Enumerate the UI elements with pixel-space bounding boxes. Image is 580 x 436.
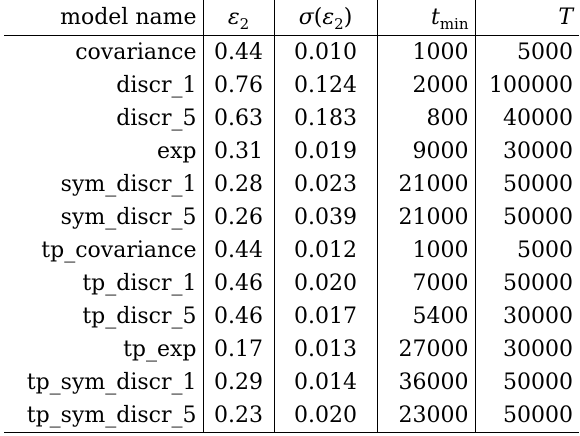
- cell-epsilon: 0.29: [202, 366, 274, 399]
- header-sigma-subscript: 2: [334, 14, 344, 33]
- table-row: tp_discr_5 0.46 0.017 5400 30000: [4, 300, 579, 333]
- cell-tmin: 1000: [376, 35, 475, 69]
- cell-epsilon: 0.76: [202, 69, 274, 102]
- cell-sigma: 0.010: [273, 35, 377, 69]
- cell-T: 50000: [474, 366, 579, 399]
- header-model-name: model name: [4, 0, 203, 36]
- cell-sigma: 0.014: [273, 366, 377, 399]
- table-row: tp_sym_discr_1 0.29 0.014 36000 50000: [4, 366, 579, 399]
- cell-tmin: 9000: [376, 135, 475, 168]
- header-sigma: σ(ε2): [273, 0, 377, 36]
- cell-tmin: 23000: [376, 399, 475, 433]
- cell-tmin: 5400: [376, 300, 475, 333]
- cell-epsilon: 0.23: [202, 399, 274, 433]
- results-table: model name ε2 σ(ε2) tmin T covariance 0.…: [4, 0, 579, 433]
- cell-T: 50000: [474, 168, 579, 201]
- table-row: discr_5 0.63 0.183 800 40000: [4, 102, 579, 135]
- cell-T: 40000: [474, 102, 579, 135]
- cell-model-name: tp_exp: [123, 336, 197, 362]
- cell-T: 50000: [474, 267, 579, 300]
- cell-model-name: discr_1: [116, 72, 197, 98]
- cell-tmin: 1000: [376, 234, 475, 267]
- table-row: discr_1 0.76 0.124 2000 100000: [4, 69, 579, 102]
- table-row: tp_covariance 0.44 0.012 1000 5000: [4, 234, 579, 267]
- cell-epsilon: 0.63: [202, 102, 274, 135]
- header-sigma-symbol: σ: [298, 4, 314, 30]
- cell-sigma: 0.124: [273, 69, 377, 102]
- table-row: tp_sym_discr_5 0.23 0.020 23000 50000: [4, 399, 579, 433]
- cell-epsilon: 0.46: [202, 300, 274, 333]
- cell-epsilon: 0.44: [202, 234, 274, 267]
- cell-T: 30000: [474, 300, 579, 333]
- cell-sigma: 0.020: [273, 399, 377, 433]
- table-row: tp_discr_1 0.46 0.020 7000 50000: [4, 267, 579, 300]
- table-row: covariance 0.44 0.010 1000 5000: [4, 35, 579, 69]
- header-tmin-subscript: min: [439, 14, 469, 33]
- cell-sigma: 0.017: [273, 300, 377, 333]
- cell-tmin: 2000: [376, 69, 475, 102]
- cell-T: 5000: [474, 35, 579, 69]
- cell-tmin: 21000: [376, 168, 475, 201]
- cell-sigma: 0.020: [273, 267, 377, 300]
- cell-T: 30000: [474, 333, 579, 366]
- header-T-symbol: T: [558, 4, 573, 30]
- cell-model-name: tp_discr_5: [82, 303, 197, 329]
- table-row: tp_exp 0.17 0.013 27000 30000: [4, 333, 579, 366]
- cell-model-name: exp: [156, 138, 197, 164]
- header-tmin: tmin: [376, 0, 475, 36]
- header-sigma-inner-symbol: ε: [322, 4, 335, 30]
- cell-epsilon: 0.46: [202, 267, 274, 300]
- cell-sigma: 0.183: [273, 102, 377, 135]
- cell-epsilon: 0.31: [202, 135, 274, 168]
- table-row: sym_discr_5 0.26 0.039 21000 50000: [4, 201, 579, 234]
- cell-tmin: 36000: [376, 366, 475, 399]
- cell-epsilon: 0.26: [202, 201, 274, 234]
- cell-tmin: 7000: [376, 267, 475, 300]
- header-epsilon: ε2: [202, 0, 274, 36]
- cell-T: 30000: [474, 135, 579, 168]
- cell-epsilon: 0.44: [202, 35, 274, 69]
- cell-epsilon: 0.28: [202, 168, 274, 201]
- table-header: model name ε2 σ(ε2) tmin T: [4, 0, 579, 36]
- cell-model-name: tp_sym_discr_1: [26, 369, 197, 395]
- header-epsilon-subscript: 2: [239, 14, 250, 33]
- cell-T: 5000: [474, 234, 579, 267]
- table-body: covariance 0.44 0.010 1000 5000 discr_1 …: [4, 35, 579, 433]
- cell-model-name: discr_5: [116, 105, 197, 131]
- cell-T: 100000: [474, 69, 579, 102]
- header-epsilon-symbol: ε: [227, 4, 240, 30]
- cell-model-name: sym_discr_5: [60, 204, 197, 230]
- header-sigma-close-paren: ): [343, 4, 353, 30]
- cell-sigma: 0.039: [273, 201, 377, 234]
- table-row: sym_discr_1 0.28 0.023 21000 50000: [4, 168, 579, 201]
- cell-sigma: 0.012: [273, 234, 377, 267]
- table-row: exp 0.31 0.019 9000 30000: [4, 135, 579, 168]
- cell-tmin: 800: [376, 102, 475, 135]
- cell-epsilon: 0.17: [202, 333, 274, 366]
- cell-sigma: 0.013: [273, 333, 377, 366]
- header-tmin-symbol: t: [430, 4, 440, 30]
- header-sigma-open-paren: (: [313, 4, 323, 30]
- cell-sigma: 0.023: [273, 168, 377, 201]
- cell-T: 50000: [474, 201, 579, 234]
- cell-model-name: tp_discr_1: [82, 270, 197, 296]
- cell-model-name: covariance: [75, 39, 197, 65]
- header-T: T: [474, 0, 579, 36]
- cell-sigma: 0.019: [273, 135, 377, 168]
- cell-tmin: 21000: [376, 201, 475, 234]
- cell-T: 50000: [474, 399, 579, 433]
- cell-model-name: tp_sym_discr_5: [4, 399, 203, 433]
- cell-tmin: 27000: [376, 333, 475, 366]
- cell-model-name: tp_covariance: [41, 237, 197, 263]
- header-row: model name ε2 σ(ε2) tmin T: [4, 0, 579, 36]
- cell-model-name: sym_discr_1: [60, 171, 197, 197]
